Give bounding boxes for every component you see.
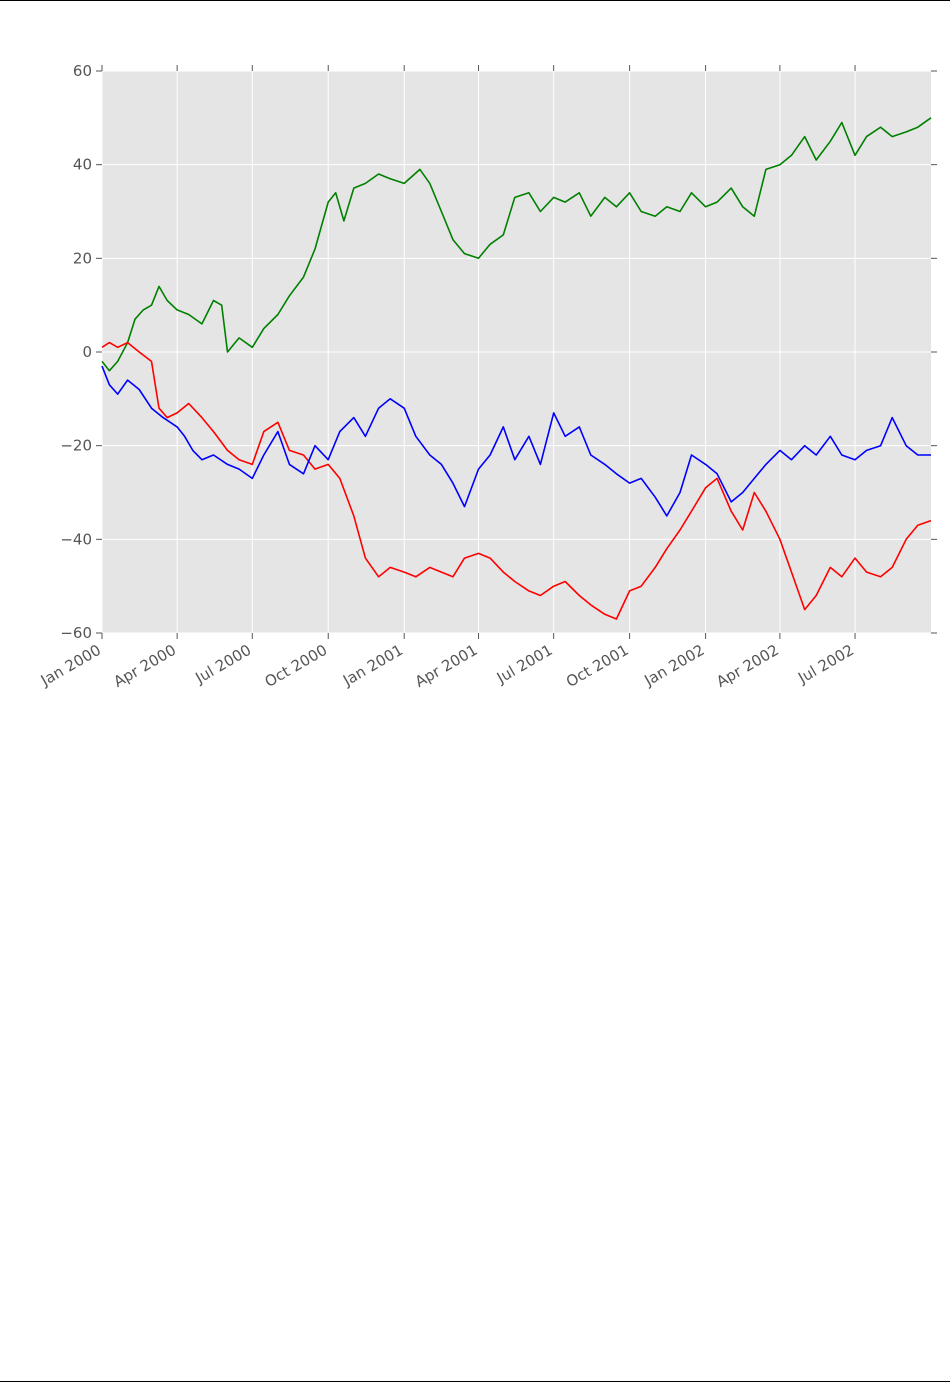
plot-area: −60 −40 −20 0 20 40 60 Jan 2000 Apr 2000 Jul 2000… (37, 62, 937, 691)
y-tick-label: 20 (73, 249, 92, 267)
x-tick-label: Apr 2000 (110, 641, 179, 691)
x-tick-label: Jul 2001 (493, 641, 556, 688)
x-tick-label: Apr 2001 (412, 641, 481, 691)
y-tick-label: −20 (60, 437, 92, 455)
x-tick-label: Jan 2000 (37, 641, 104, 690)
x-tick-label: Apr 2002 (713, 641, 782, 691)
x-tick-label: Jan 2002 (640, 641, 707, 690)
series-line-2 (101, 341, 932, 620)
y-tick-label: 40 (73, 156, 92, 174)
y-tick-label: −60 (60, 624, 92, 642)
x-tick-label: Oct 2000 (262, 641, 331, 691)
x-tick-label: Jul 2002 (794, 641, 857, 688)
y-tick-label: 0 (82, 343, 92, 361)
x-tick-label: Jul 2000 (192, 641, 255, 688)
line-chart: −60 −40 −20 0 20 40 60 Jan 2000 Apr 2000 Jul 2000… (37, 62, 937, 691)
x-tick-label: Jan 2001 (339, 641, 406, 690)
series-line-3 (101, 365, 931, 517)
x-tick-label: Oct 2001 (563, 641, 632, 691)
y-tick-label: 60 (73, 62, 92, 80)
y-tick-label: −40 (60, 530, 92, 548)
page-top-rule (0, 0, 950, 1)
series-line-1 (101, 117, 932, 372)
